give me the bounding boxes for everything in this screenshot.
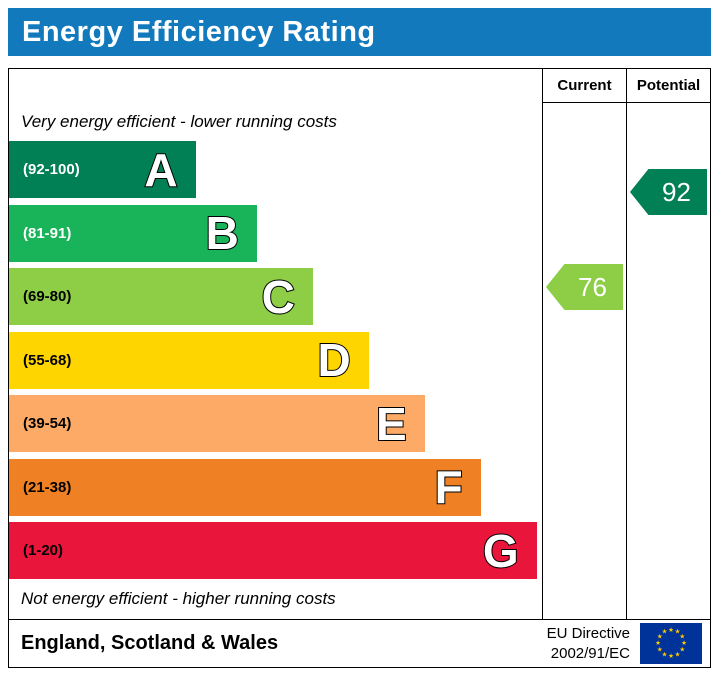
eu-flag-field (640, 623, 702, 664)
eu-star-icon: ★ (675, 650, 681, 658)
region-label: England, Scotland & Wales (21, 632, 279, 654)
eu-star-icon: ★ (675, 628, 681, 636)
band-row-a: (92-100) A (9, 141, 542, 198)
band-letter: F (434, 461, 464, 513)
band-range-label: (69-80) (23, 288, 72, 305)
energy-rating-chart: Current Potential Very energy efficient … (8, 68, 711, 620)
eu-flag-icon: ★ ★ ★ ★ ★ ★ ★ ★ ★ ★ ★ ★ (640, 623, 702, 664)
eu-star-icon: ★ (662, 650, 668, 658)
band-letter: D (317, 334, 352, 386)
potential-rating-value: 92 (662, 176, 691, 207)
band-bar: (39-54) E (9, 395, 425, 452)
band-range-label: (92-100) (23, 161, 80, 178)
caption-top: Very energy efficient - lower running co… (21, 112, 337, 131)
caption-bottom: Not energy efficient - higher running co… (21, 589, 336, 608)
eu-flag-stars: ★ ★ ★ ★ ★ ★ ★ ★ ★ ★ ★ ★ (655, 626, 687, 660)
chart-corner (9, 69, 542, 103)
current-column-header: Current (542, 69, 626, 103)
band-row-f: (21-38) F (9, 458, 542, 516)
eu-star-icon: ★ (668, 626, 674, 634)
title-bar: Energy Efficiency Rating (8, 8, 711, 56)
band-bar: (21-38) F (9, 458, 481, 516)
band-bar: (55-68) D (9, 331, 369, 389)
potential-column-header: Potential (626, 69, 710, 103)
current-rating-arrow: 76 (546, 264, 623, 310)
band-letter: C (261, 270, 296, 323)
band-range-label: (21-38) (23, 478, 72, 496)
eu-star-icon: ★ (679, 633, 685, 641)
page-title: Energy Efficiency Rating (22, 15, 376, 48)
band-row-c: (69-80) C (9, 268, 542, 325)
bands: (92-100) A (81-91) B (69-80) C (55-68) D… (9, 141, 542, 579)
band-row-d: (55-68) D (9, 331, 542, 389)
eu-star-icon: ★ (662, 628, 668, 636)
eu-directive-line2: 2002/91/EC (550, 644, 630, 662)
eu-star-icon: ★ (655, 639, 661, 647)
band-letter: E (375, 397, 408, 450)
eu-star-icon: ★ (679, 646, 685, 654)
eu-directive-line1: EU Directive (546, 625, 630, 642)
eu-star-icon: ★ (668, 652, 674, 660)
band-bar: (92-100) A (9, 141, 196, 198)
potential-rating-arrow: 92 (630, 169, 707, 215)
footer: England, Scotland & Wales EU Directive 2… (8, 620, 711, 668)
eu-star-icon: ★ (657, 646, 663, 654)
band-range-label: (39-54) (23, 415, 72, 432)
band-row-e: (39-54) E (9, 395, 542, 452)
bands-panel: Very energy efficient - lower running co… (9, 103, 542, 619)
eu-star-icon: ★ (657, 633, 663, 641)
band-bar: (1-20) G (9, 522, 537, 579)
band-letter: A (143, 143, 178, 196)
band-bar: (69-80) C (9, 268, 313, 325)
potential-column: 92 (626, 103, 710, 619)
band-bar: (81-91) B (9, 204, 257, 262)
band-row-b: (81-91) B (9, 204, 542, 262)
current-column: 76 (542, 103, 626, 619)
band-range-label: (55-68) (23, 351, 72, 369)
band-range-label: (81-91) (23, 224, 72, 242)
band-letter: B (205, 207, 240, 259)
band-row-g: (1-20) G (9, 522, 542, 579)
current-rating-value: 76 (578, 271, 607, 302)
band-letter: G (482, 524, 520, 577)
eu-directive-label: EU Directive 2002/91/EC (547, 624, 630, 663)
band-range-label: (1-20) (23, 542, 64, 559)
eu-star-icon: ★ (681, 639, 687, 647)
